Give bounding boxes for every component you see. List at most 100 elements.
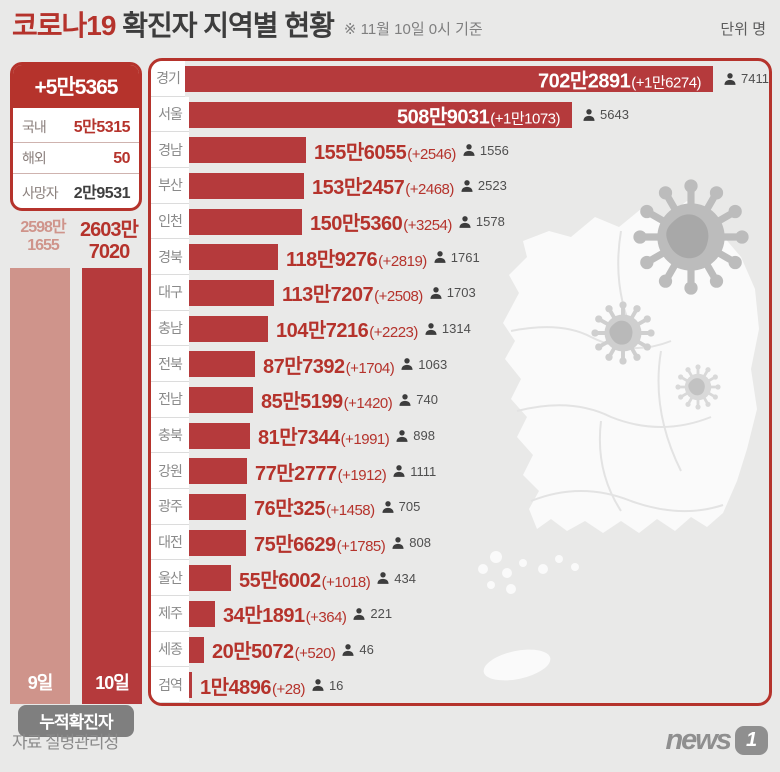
- region-bar-track: 150만5360 (+3254) 1578: [189, 204, 769, 240]
- region-row: 울산 55만6002 (+1018) 434: [151, 560, 769, 597]
- region-deaths-count: 1703: [446, 285, 476, 301]
- region-label: 충남: [151, 310, 189, 347]
- region-total: 77만2777: [255, 462, 337, 485]
- region-total: 81만7344: [258, 427, 340, 450]
- region-deaths: 808: [391, 535, 431, 550]
- region-deaths-count: 434: [394, 570, 416, 586]
- person-icon: [461, 179, 473, 192]
- daily-total-box: +5만5365 국내 5만5315 해외 50 사망자 2만9531: [10, 62, 142, 211]
- region-bar-track: 155만6055 (+2546) 1556: [189, 132, 769, 168]
- person-icon: [724, 72, 736, 85]
- region-label: 전북: [151, 346, 189, 383]
- person-icon: [342, 643, 354, 656]
- region-label: 울산: [151, 560, 189, 597]
- region-new-cases: (+28): [272, 680, 305, 698]
- region-total: 508만9031: [396, 106, 490, 128]
- footer: 자료 질병관리청 news 1: [12, 716, 768, 764]
- region-bar-track: 20만5072 (+520) 46: [189, 632, 769, 668]
- region-bar-track: 55만6002 (+1018) 434: [189, 560, 769, 596]
- region-value: 87만7392 (+1704): [263, 350, 395, 379]
- region-deaths-count: 740: [416, 392, 438, 408]
- curr-day-label: 10일: [95, 672, 130, 693]
- person-icon: [583, 108, 595, 121]
- region-label: 광주: [151, 489, 189, 525]
- region-deaths: 7411: [723, 71, 769, 86]
- region-deaths: 705: [381, 499, 421, 515]
- region-row: 대구 113만7207 (+2508) 1703: [151, 275, 769, 311]
- region-total: 155만6055: [314, 141, 407, 164]
- region-new-cases: (+1458): [326, 502, 375, 520]
- region-label: 경기: [151, 61, 186, 97]
- region-new-cases: (+1704): [345, 359, 395, 377]
- person-icon: [459, 215, 471, 228]
- region-value: 150만5360 (+3254): [310, 207, 452, 236]
- region-deaths-count: 46: [359, 642, 374, 658]
- person-icon: [399, 393, 411, 406]
- region-deaths: 221: [352, 606, 392, 621]
- region-bar: [189, 137, 306, 164]
- region-bar: [189, 422, 250, 449]
- person-icon: [396, 429, 408, 442]
- region-row: 경북 118만9276 (+2819) 1761: [151, 239, 769, 276]
- region-deaths-count: 1314: [441, 321, 471, 337]
- region-new-cases: (+1만6274): [631, 74, 702, 92]
- unit-label: 단위 명: [720, 21, 766, 38]
- cumulative-bar-chart: 9일 10일: [10, 267, 142, 704]
- region-new-cases: (+1912): [337, 466, 387, 484]
- domestic-label: 국내: [22, 119, 47, 135]
- person-icon: [377, 572, 389, 585]
- region-value: 81만7344 (+1991): [258, 421, 390, 450]
- region-row: 대전 75만6629 (+1785) 808: [151, 524, 769, 561]
- region-new-cases: (+1420): [343, 395, 393, 413]
- cumulative-bar-curr: 10일: [82, 267, 142, 704]
- region-deaths: 46: [341, 642, 374, 658]
- as-of-date: ※ 11월 10일 0시 기준: [343, 21, 483, 38]
- region-bar: [189, 493, 246, 520]
- region-deaths: 5643: [582, 107, 629, 122]
- prev-day-label: 9일: [27, 672, 54, 693]
- region-value: 34만1891 (+364): [223, 599, 347, 628]
- region-bar-track: 76만325 (+1458) 705: [189, 489, 769, 525]
- region-new-cases: (+1018): [321, 573, 371, 591]
- region-bar: [189, 672, 192, 699]
- cumulative-caption: 누적확진자: [18, 704, 134, 737]
- logo-text: news: [665, 723, 732, 756]
- region-total: 1만4896: [200, 676, 272, 699]
- news1-logo: news 1: [665, 724, 768, 757]
- region-row: 세종 20만5072 (+520) 46: [151, 631, 769, 668]
- region-total: 702만2891: [538, 70, 631, 93]
- region-deaths: 16: [311, 678, 343, 693]
- region-label: 대구: [151, 275, 189, 311]
- region-bar-track: 104만7216 (+2223) 1314: [189, 311, 769, 347]
- region-row: 부산 153만2457 (+2468) 2523: [151, 168, 769, 204]
- region-value: 76만325 (+1458): [254, 492, 375, 521]
- region-deaths-count: 1063: [418, 356, 448, 372]
- region-bar-track: 702만2891 (+1만6274) 7411: [185, 61, 769, 97]
- region-label: 강원: [151, 453, 189, 490]
- data-source: 자료 질병관리청: [12, 732, 119, 752]
- region-bar: [189, 279, 274, 306]
- region-deaths: 1111: [392, 464, 436, 479]
- region-bar: [189, 172, 304, 199]
- region-deaths: 434: [376, 571, 416, 586]
- region-bar-track: 1만4896 (+28) 16: [189, 667, 769, 703]
- region-label: 검역: [151, 667, 189, 703]
- region-value: 85만5199 (+1420): [261, 385, 393, 414]
- region-deaths-count: 705: [398, 499, 421, 515]
- region-total: 104만7216: [276, 320, 369, 343]
- region-deaths-count: 898: [413, 428, 435, 444]
- region-row: 전북 87만7392 (+1704) 1063: [151, 346, 769, 383]
- region-label: 충북: [151, 417, 189, 454]
- region-deaths-count: 808: [409, 535, 431, 551]
- region-value: 155만6055 (+2546): [314, 136, 456, 165]
- page-title: 코로나19 확진자 지역별 현황: [12, 8, 335, 43]
- domestic-row: 국내 5만5315: [13, 108, 139, 142]
- logo-badge: 1: [735, 725, 768, 755]
- region-new-cases: (+2468): [405, 181, 454, 199]
- title-accent: 코로나19: [12, 10, 116, 41]
- region-total: 85만5199: [261, 391, 343, 414]
- region-label: 서울: [151, 96, 189, 133]
- region-row: 전남 85만5199 (+1420) 740: [151, 382, 769, 418]
- region-bar: [189, 565, 231, 592]
